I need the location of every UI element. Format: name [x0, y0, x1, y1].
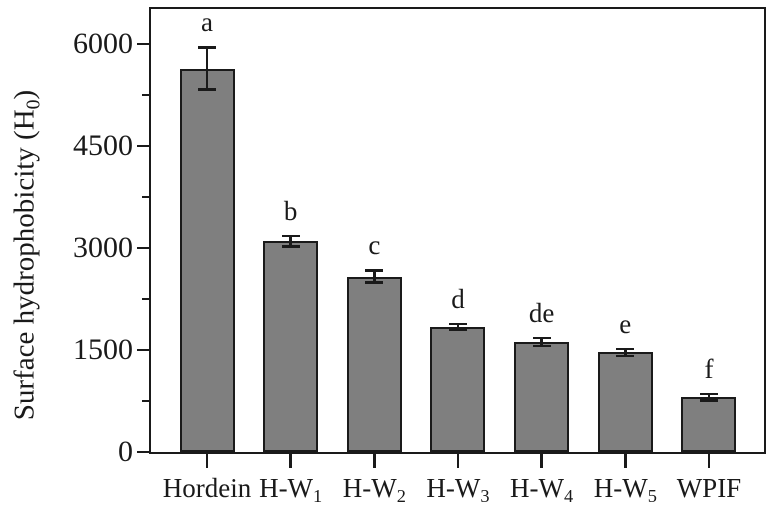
- sig-letter-d: d: [451, 283, 465, 314]
- error-bar-cap-top: [365, 269, 384, 272]
- bar-h-w4: [514, 341, 570, 452]
- y-minor-tick: [142, 400, 150, 402]
- y-major-tick: [137, 42, 150, 46]
- sig-letter-a: a: [201, 7, 213, 38]
- error-bar-line: [289, 236, 292, 247]
- sig-letter-e: e: [619, 308, 632, 339]
- x-tick: [373, 453, 376, 468]
- error-bar-line: [540, 337, 543, 346]
- error-bar-cap-bottom: [365, 281, 384, 284]
- bar-h-w5: [597, 352, 653, 452]
- y-tick-label-1500: 1500: [73, 333, 133, 366]
- error-bar-cap-bottom: [448, 328, 467, 332]
- sig-letter-b: b: [283, 196, 298, 227]
- error-bar-cap-bottom: [532, 344, 551, 348]
- x-tick: [456, 453, 460, 468]
- bar-hordein: [179, 68, 235, 452]
- error-bar-cap-top: [532, 336, 551, 340]
- y-major-tick: [137, 450, 150, 454]
- error-bar-cap-bottom: [616, 354, 635, 358]
- bar-h-w1: [263, 241, 319, 452]
- error-bar-cap-bottom: [699, 399, 718, 402]
- error-bar-cap-top: [198, 46, 216, 49]
- x-tick-label-h-w1: H-W1: [259, 473, 323, 507]
- y-axis-title: Surface hydrophobicity (H0): [8, 89, 45, 421]
- y-major-tick: [137, 144, 150, 148]
- x-tick-label-hordein: Hordein: [162, 473, 252, 503]
- error-bar-line: [373, 270, 376, 283]
- y-tick-label-3000: 3000: [73, 231, 133, 265]
- error-bar-line: [205, 47, 209, 90]
- y-minor-tick: [142, 94, 150, 97]
- error-bar-line: [624, 348, 627, 356]
- x-tick: [289, 453, 292, 468]
- x-tick-label-wpif: WPIF: [676, 473, 742, 503]
- x-tick: [540, 453, 543, 468]
- error-bar-cap-top: [448, 322, 467, 326]
- error-bar-cap-bottom: [198, 88, 216, 91]
- error-bar-cap-top: [616, 347, 635, 351]
- y-tick-label-4500: 4500: [73, 129, 133, 163]
- bar-wpif: [681, 397, 737, 452]
- y-minor-tick: [142, 196, 150, 199]
- bar-h-w3: [430, 326, 486, 452]
- sig-letter-de: de: [528, 297, 555, 328]
- error-bar-line: [707, 393, 711, 401]
- y-major-tick: [137, 348, 150, 352]
- x-tick-label-h-w5: H-W5: [593, 473, 657, 507]
- error-bar-cap-top: [281, 234, 300, 238]
- y-minor-tick: [142, 298, 150, 300]
- x-tick-label-h-w2: H-W2: [342, 473, 406, 507]
- error-bar-line: [456, 323, 460, 330]
- y-tick-label-6000: 6000: [73, 27, 133, 61]
- x-tick: [205, 453, 209, 468]
- bar-h-w2: [346, 276, 402, 452]
- sig-letter-c: c: [368, 230, 381, 261]
- x-tick: [707, 453, 711, 468]
- x-tick: [624, 453, 627, 468]
- x-tick-label-h-w4: H-W4: [510, 473, 574, 507]
- error-bar-cap-top: [699, 392, 718, 396]
- y-major-tick: [137, 246, 150, 250]
- x-tick-label-h-w3: H-W3: [426, 473, 490, 507]
- error-bar-cap-bottom: [281, 245, 300, 248]
- sig-letter-f: f: [704, 353, 714, 384]
- y-tick-label-0: 0: [118, 435, 133, 468]
